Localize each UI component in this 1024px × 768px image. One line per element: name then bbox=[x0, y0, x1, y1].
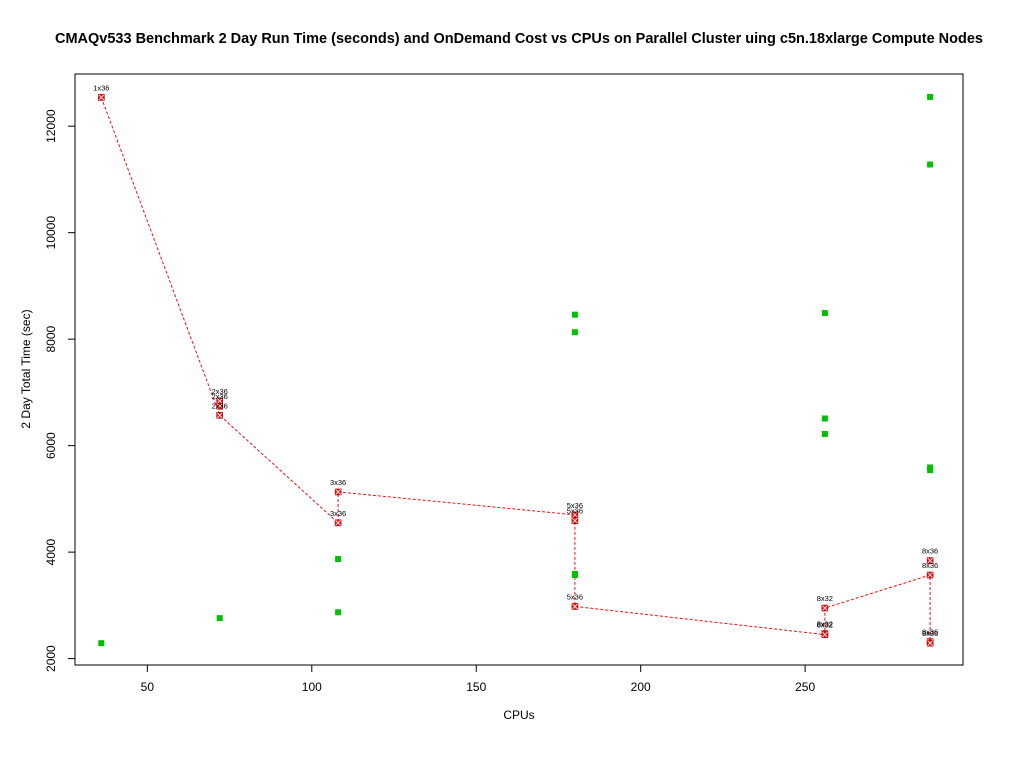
cost-point bbox=[571, 329, 578, 336]
point-label: 8x36 bbox=[922, 628, 938, 637]
time-point bbox=[216, 411, 224, 419]
time-point bbox=[334, 488, 342, 496]
point-label: 3x36 bbox=[330, 509, 346, 518]
cost-point bbox=[927, 161, 934, 168]
time-point bbox=[571, 603, 579, 610]
time-point bbox=[571, 511, 579, 519]
time-point bbox=[926, 557, 934, 564]
time-point bbox=[926, 639, 934, 647]
point-label: 8x32 bbox=[817, 621, 833, 630]
x-tick-label: 100 bbox=[302, 680, 322, 694]
point-label: 3x36 bbox=[330, 478, 346, 487]
point-label: 8x32 bbox=[817, 594, 833, 603]
point-label: 2x36 bbox=[212, 392, 228, 401]
y-axis: 2000 4000 6000 8000 10000 12000 bbox=[44, 109, 75, 672]
time-point bbox=[821, 631, 829, 638]
time-point bbox=[98, 94, 105, 101]
chart-title: CMAQv533 Benchmark 2 Day Run Time (secon… bbox=[55, 31, 983, 47]
y-axis-label: 2 Day Total Time (sec) bbox=[19, 309, 33, 428]
y-tick-label: 6000 bbox=[44, 432, 58, 459]
x-tick-label: 250 bbox=[795, 680, 815, 694]
x-tick-label: 150 bbox=[466, 680, 486, 694]
point-label: 5x36 bbox=[567, 501, 583, 510]
cost-point bbox=[927, 467, 934, 474]
y-tick-label: 8000 bbox=[44, 325, 58, 352]
y-tick-label: 4000 bbox=[44, 538, 58, 565]
time-point bbox=[926, 571, 934, 579]
point-label: 8x36 bbox=[922, 561, 938, 570]
y-tick-label: 12000 bbox=[44, 109, 58, 143]
time-point bbox=[334, 519, 342, 527]
cost-point bbox=[571, 311, 578, 318]
point-label: 2x36 bbox=[212, 401, 228, 410]
y-tick-label: 10000 bbox=[44, 216, 58, 250]
time-point bbox=[571, 517, 579, 525]
connecting-line bbox=[100, 97, 931, 644]
point-label: 2x36 bbox=[212, 387, 228, 396]
x-tick-label: 200 bbox=[631, 680, 651, 694]
plot-frame bbox=[74, 73, 964, 666]
point-label: 5x36 bbox=[567, 507, 583, 516]
point-label: 8x36 bbox=[922, 547, 938, 556]
cost-point bbox=[821, 430, 828, 437]
cost-point bbox=[335, 556, 342, 563]
time-point bbox=[821, 604, 829, 612]
cost-point bbox=[335, 609, 342, 616]
point-label: 5x36 bbox=[567, 592, 583, 601]
cost-point bbox=[821, 310, 828, 317]
point-label: 8x32 bbox=[817, 620, 833, 629]
y-tick-label: 2000 bbox=[44, 645, 58, 672]
point-label: 8x36 bbox=[922, 629, 938, 638]
time-point bbox=[216, 402, 224, 410]
time-points bbox=[98, 94, 934, 647]
cost-point bbox=[216, 615, 223, 622]
x-axis: 50 100 150 200 250 bbox=[141, 665, 815, 694]
point-label: 1x36 bbox=[93, 83, 109, 92]
cost-points bbox=[98, 93, 934, 647]
cost-point bbox=[571, 572, 578, 579]
cost-point bbox=[821, 415, 828, 422]
connecting-lines bbox=[100, 97, 931, 644]
cost-point bbox=[98, 640, 105, 647]
x-tick-label: 50 bbox=[141, 680, 155, 694]
cost-point bbox=[927, 93, 934, 100]
x-axis-label: CPUs bbox=[503, 708, 534, 722]
